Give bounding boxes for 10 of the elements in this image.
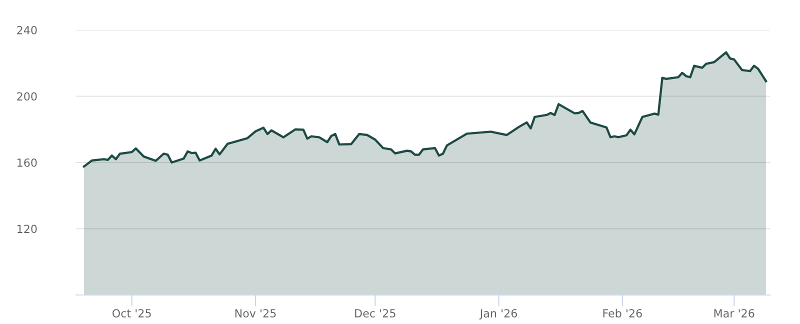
x-tick-label: Feb '26 [603, 308, 642, 318]
x-tick-label: Jan '26 [479, 309, 518, 320]
x-tick-label: Oct '25 [112, 309, 151, 318]
y-tick-label: 200 [17, 92, 37, 101]
y-tick-label: 240 [17, 26, 37, 34]
x-tick-label: Nov '25 [235, 309, 276, 318]
x-tick-label: Dec '25 [355, 309, 396, 318]
y-tick-label: 160 [18, 158, 37, 167]
y-tick-label: 120 [18, 224, 37, 234]
x-tick-label: Mar '26 [714, 309, 754, 318]
